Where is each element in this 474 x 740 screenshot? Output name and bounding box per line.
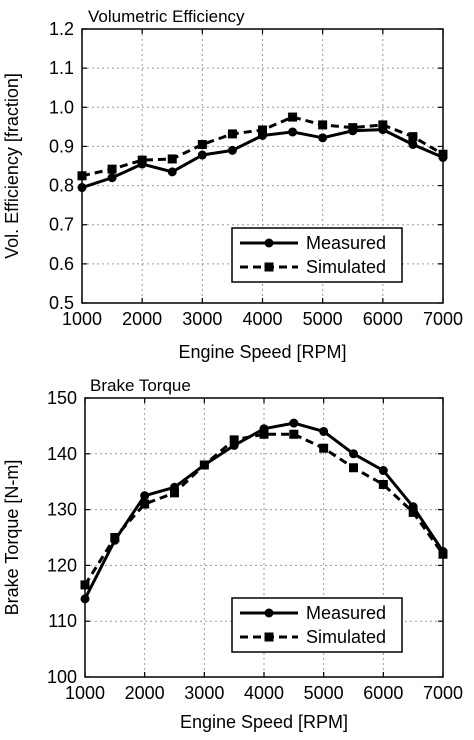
data-point-simulated <box>140 499 150 509</box>
data-point-simulated <box>137 155 147 165</box>
data-point-simulated <box>289 429 299 439</box>
x-tick-label: 2000 <box>122 309 162 329</box>
data-point-simulated <box>229 435 239 445</box>
legend-label-simulated: Simulated <box>306 257 386 277</box>
data-point-simulated <box>408 507 418 517</box>
data-point-simulated <box>318 120 328 130</box>
data-point-simulated <box>170 488 179 498</box>
data-point-simulated <box>378 479 388 489</box>
data-point-measured <box>77 183 87 193</box>
data-point-simulated <box>199 460 209 470</box>
y-tick-label: 0.7 <box>49 215 74 235</box>
y-tick-label: 0.9 <box>49 136 74 156</box>
x-axis-label: Engine Speed [RPM] <box>178 342 346 362</box>
data-point-measured <box>107 173 117 183</box>
legend-box <box>231 597 403 653</box>
data-point-simulated <box>319 443 329 453</box>
data-point-measured <box>167 167 177 177</box>
x-tick-label: 1000 <box>65 683 105 703</box>
data-point-measured <box>378 466 388 476</box>
legend-label-measured: Measured <box>306 603 386 623</box>
chart-title: Brake Torque <box>90 376 191 395</box>
y-tick-label: 150 <box>47 388 77 408</box>
y-tick-label: 1.2 <box>49 19 74 39</box>
legend-marker-measured <box>264 238 274 248</box>
data-point-measured <box>408 139 418 149</box>
data-point-simulated <box>348 123 358 133</box>
y-tick-label: 0.8 <box>49 176 74 196</box>
y-tick-label: 130 <box>47 500 77 520</box>
data-point-simulated <box>438 549 448 559</box>
legend-marker-simulated <box>264 632 274 642</box>
x-tick-label: 7000 <box>423 309 463 329</box>
data-point-simulated <box>288 112 298 122</box>
data-point-measured <box>80 594 90 604</box>
chart-2: 1000 2000 3000 4000 5000 6000 7000 100 110 120 130… <box>2 376 463 732</box>
x-tick-label: 2000 <box>125 683 165 703</box>
data-point-simulated <box>438 149 448 159</box>
y-tick-label: 140 <box>47 444 77 464</box>
legend: Measured Simulated <box>231 597 403 653</box>
y-tick-label: 0.6 <box>49 254 74 274</box>
data-point-simulated <box>107 164 117 174</box>
x-tick-label: 5000 <box>304 683 344 703</box>
chart-title: Volumetric Efficiency <box>88 7 245 26</box>
data-point-measured <box>197 150 207 160</box>
data-point-simulated <box>259 429 269 439</box>
data-point-measured <box>289 418 299 428</box>
y-tick-label: 100 <box>47 667 77 687</box>
chart-1: 1000 2000 3000 4000 5000 6000 7000 0.5 0.6 0.7 0.8… <box>2 7 463 362</box>
y-tick-label: 1.0 <box>49 97 74 117</box>
data-point-simulated <box>378 120 388 130</box>
data-point-simulated <box>227 129 237 139</box>
y-axis-label: Brake Torque [N-m] <box>2 460 22 616</box>
data-point-measured <box>319 426 329 436</box>
x-tick-label: 3000 <box>182 309 222 329</box>
x-tick-label: 3000 <box>184 683 224 703</box>
y-tick-label: 120 <box>47 555 77 575</box>
x-tick-label: 6000 <box>363 309 403 329</box>
legend: Measured Simulated <box>231 227 403 283</box>
x-tick-label: 7000 <box>423 683 463 703</box>
data-point-simulated <box>349 463 358 473</box>
legend-box <box>231 227 403 283</box>
data-point-simulated <box>77 171 87 181</box>
data-point-simulated <box>197 139 207 149</box>
x-tick-label: 5000 <box>303 309 343 329</box>
y-tick-label: 1.1 <box>49 58 74 78</box>
data-point-simulated <box>167 154 177 164</box>
y-axis-label: Vol. Efficiency [fraction] <box>2 73 22 259</box>
y-tick-label: 0.5 <box>49 293 74 313</box>
data-point-simulated <box>80 580 90 590</box>
data-point-simulated <box>110 533 120 542</box>
x-axis-label: Engine Speed [RPM] <box>180 712 348 732</box>
data-point-measured <box>140 491 150 501</box>
data-point-measured <box>288 127 298 137</box>
data-point-simulated <box>408 132 418 142</box>
legend-marker-measured <box>264 608 274 618</box>
x-tick-label: 6000 <box>363 683 403 703</box>
x-tick-label: 4000 <box>242 309 282 329</box>
legend-label-measured: Measured <box>306 233 386 253</box>
data-point-measured <box>349 449 358 459</box>
data-point-simulated <box>258 125 267 135</box>
legend-marker-simulated <box>264 262 274 272</box>
y-tick-label: 110 <box>48 611 77 631</box>
data-point-measured <box>318 133 328 143</box>
x-tick-label: 1000 <box>62 309 102 329</box>
x-tick-label: 4000 <box>244 683 284 703</box>
legend-label-simulated: Simulated <box>306 627 386 647</box>
data-point-measured <box>227 145 237 155</box>
